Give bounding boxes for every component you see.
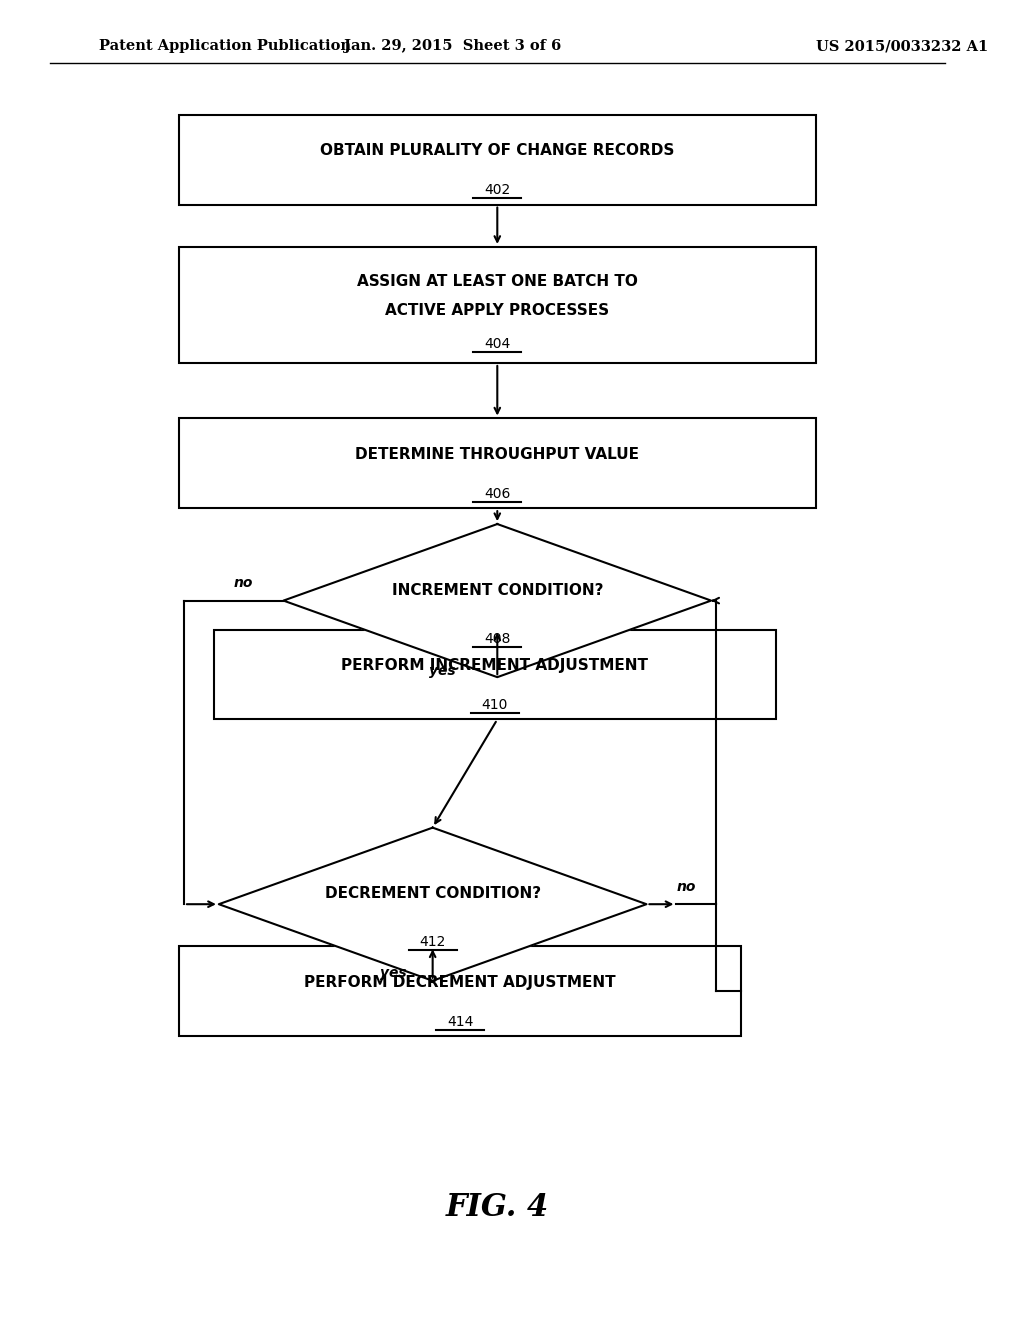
Text: OBTAIN PLURALITY OF CHANGE RECORDS: OBTAIN PLURALITY OF CHANGE RECORDS bbox=[321, 143, 675, 158]
FancyBboxPatch shape bbox=[179, 418, 815, 508]
Text: INCREMENT CONDITION?: INCREMENT CONDITION? bbox=[391, 582, 603, 598]
Text: US 2015/0033232 A1: US 2015/0033232 A1 bbox=[815, 40, 988, 53]
Text: 412: 412 bbox=[420, 936, 445, 949]
Text: 404: 404 bbox=[484, 338, 510, 351]
Text: Jan. 29, 2015  Sheet 3 of 6: Jan. 29, 2015 Sheet 3 of 6 bbox=[344, 40, 561, 53]
Text: ACTIVE APPLY PROCESSES: ACTIVE APPLY PROCESSES bbox=[385, 302, 609, 318]
Text: FIG. 4: FIG. 4 bbox=[445, 1192, 549, 1224]
Text: yes: yes bbox=[429, 664, 456, 677]
Text: 402: 402 bbox=[484, 183, 510, 197]
Text: Patent Application Publication: Patent Application Publication bbox=[99, 40, 351, 53]
FancyBboxPatch shape bbox=[179, 247, 815, 363]
FancyBboxPatch shape bbox=[214, 630, 776, 719]
Text: yes: yes bbox=[380, 966, 407, 979]
Text: PERFORM INCREMENT ADJUSTMENT: PERFORM INCREMENT ADJUSTMENT bbox=[341, 657, 648, 673]
Text: PERFORM DECREMENT ADJUSTMENT: PERFORM DECREMENT ADJUSTMENT bbox=[304, 974, 615, 990]
Text: ASSIGN AT LEAST ONE BATCH TO: ASSIGN AT LEAST ONE BATCH TO bbox=[356, 273, 638, 289]
Text: no: no bbox=[677, 880, 696, 894]
FancyBboxPatch shape bbox=[179, 115, 815, 205]
Text: 414: 414 bbox=[446, 1015, 473, 1028]
FancyBboxPatch shape bbox=[179, 946, 741, 1036]
Text: no: no bbox=[234, 577, 253, 590]
Text: DETERMINE THROUGHPUT VALUE: DETERMINE THROUGHPUT VALUE bbox=[355, 446, 639, 462]
Polygon shape bbox=[219, 828, 646, 981]
Text: DECREMENT CONDITION?: DECREMENT CONDITION? bbox=[325, 886, 541, 902]
Text: 406: 406 bbox=[484, 487, 511, 500]
Polygon shape bbox=[284, 524, 711, 677]
Text: 410: 410 bbox=[481, 698, 508, 711]
Text: 408: 408 bbox=[484, 632, 511, 645]
